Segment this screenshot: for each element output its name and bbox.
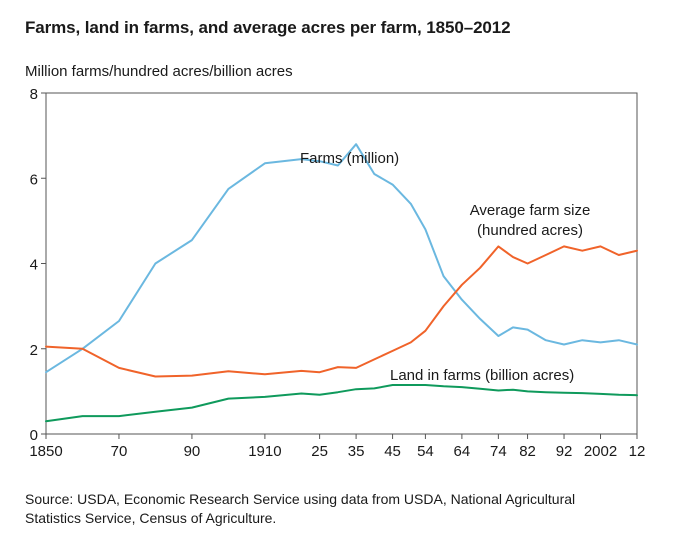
series-label-farms-million: Farms (million) — [300, 150, 399, 167]
series-label-line: Average farm size — [470, 202, 591, 219]
x-tick-label-45: 45 — [384, 443, 401, 460]
y-tick-label-2: 2 — [30, 342, 38, 359]
chart-title: Farms, land in farms, and average acres … — [25, 18, 511, 37]
series-line-average-farm-size-hundred-acres — [45, 245, 638, 378]
x-tick-label-82: 82 — [519, 443, 536, 460]
series-line-farms-million — [45, 143, 638, 374]
y-tick-label-6: 6 — [30, 171, 38, 188]
x-tick-label-64: 64 — [454, 443, 471, 460]
series-label-line: Farms (million) — [300, 150, 399, 167]
x-tick-label-1850: 1850 — [29, 443, 62, 460]
x-tick-label-92: 92 — [556, 443, 573, 460]
x-tick-label-54: 54 — [417, 443, 434, 460]
x-tick-label-12: 12 — [629, 443, 646, 460]
series-label-average-farm-size-hundred-acres: Average farm size (hundred acres) — [470, 202, 591, 239]
y-tick-label-8: 8 — [30, 86, 38, 103]
series-line-land-in-farms-billion-acres — [45, 384, 638, 423]
x-tick-label-90: 90 — [184, 443, 201, 460]
x-tick-label-2002: 2002 — [584, 443, 617, 460]
x-tick-label-25: 25 — [311, 443, 328, 460]
series-label-land-in-farms-billion-acres: Land in farms (billion acres) — [390, 367, 574, 384]
x-tick-label-70: 70 — [111, 443, 128, 460]
x-tick-label-74: 74 — [490, 443, 507, 460]
y-tick-label-0: 0 — [30, 427, 38, 444]
x-tick-label-35: 35 — [348, 443, 365, 460]
y-tick-label-4: 4 — [30, 257, 38, 274]
series-label-line: (hundred acres) — [477, 222, 583, 239]
x-tick-label-1910: 1910 — [248, 443, 281, 460]
series-label-line: Land in farms (billion acres) — [390, 367, 574, 384]
source-note: Source: USDA, Economic Research Service … — [25, 491, 576, 526]
y-axis-label: Million farms/hundred acres/billion acre… — [25, 63, 293, 80]
